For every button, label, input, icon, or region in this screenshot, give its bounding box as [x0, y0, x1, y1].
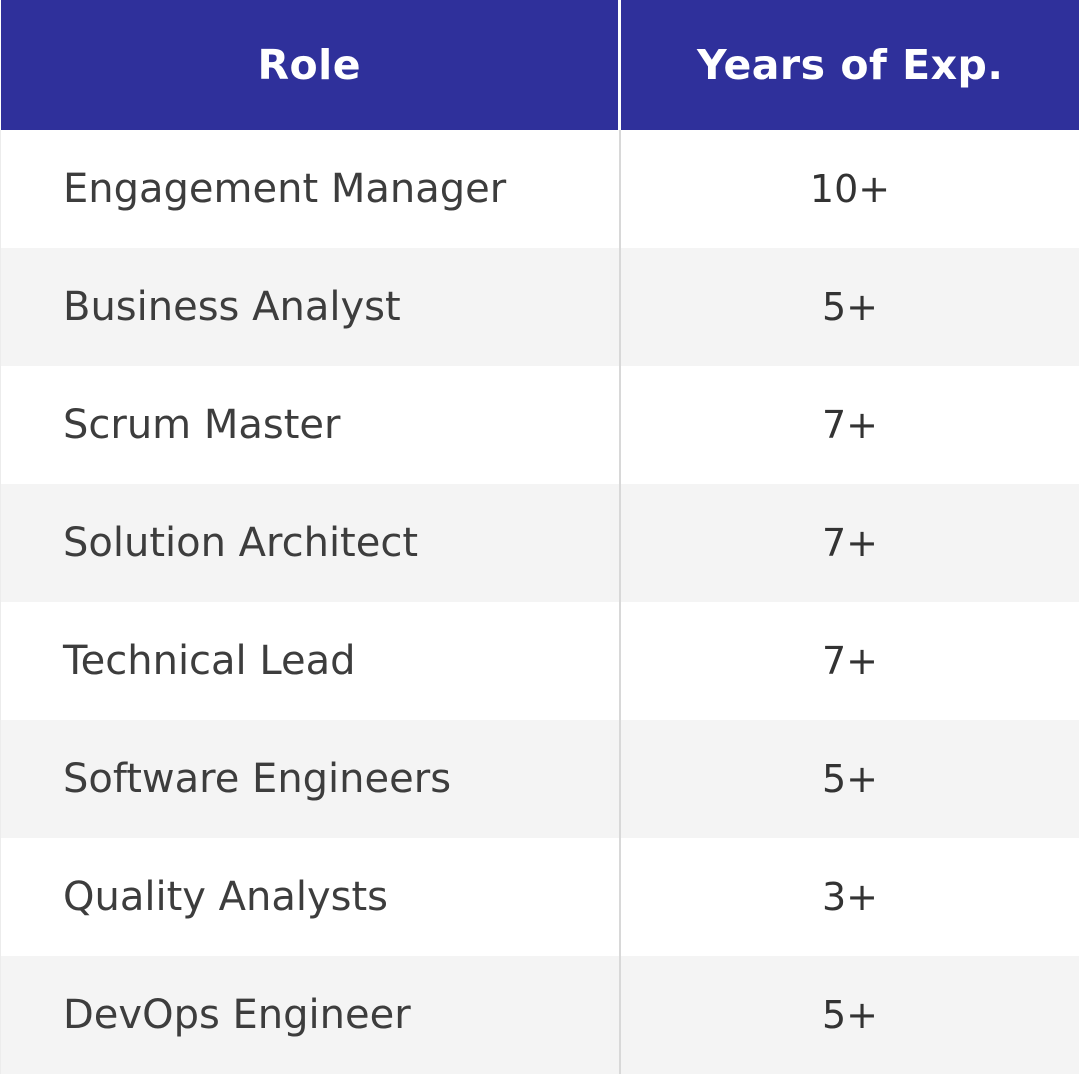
table-row: Technical Lead 7+	[0, 602, 1079, 720]
table-row: Software Engineers 5+	[0, 720, 1079, 838]
table-row: Quality Analysts 3+	[0, 838, 1079, 956]
column-header-role: Role	[0, 0, 620, 130]
column-header-experience: Years of Exp.	[618, 0, 1079, 130]
role-cell: Business Analyst	[0, 248, 620, 366]
experience-cell: 7+	[618, 366, 1079, 484]
table-row: Solution Architect 7+	[0, 484, 1079, 602]
experience-cell: 3+	[618, 838, 1079, 956]
experience-cell: 5+	[618, 720, 1079, 838]
experience-cell: 5+	[618, 248, 1079, 366]
experience-cell: 10+	[618, 130, 1079, 248]
role-cell: Software Engineers	[0, 720, 620, 838]
role-cell: Engagement Manager	[0, 130, 620, 248]
table-row: Business Analyst 5+	[0, 248, 1079, 366]
experience-cell: 7+	[618, 602, 1079, 720]
table-row: Scrum Master 7+	[0, 366, 1079, 484]
role-cell: Solution Architect	[0, 484, 620, 602]
role-cell: DevOps Engineer	[0, 956, 620, 1074]
table-row: DevOps Engineer 5+	[0, 956, 1079, 1074]
role-cell: Scrum Master	[0, 366, 620, 484]
table-row: Engagement Manager 10+	[0, 130, 1079, 248]
experience-cell: 7+	[618, 484, 1079, 602]
experience-cell: 5+	[618, 956, 1079, 1074]
header-row: Role Years of Exp.	[0, 0, 1079, 130]
role-cell: Technical Lead	[0, 602, 620, 720]
role-cell: Quality Analysts	[0, 838, 620, 956]
